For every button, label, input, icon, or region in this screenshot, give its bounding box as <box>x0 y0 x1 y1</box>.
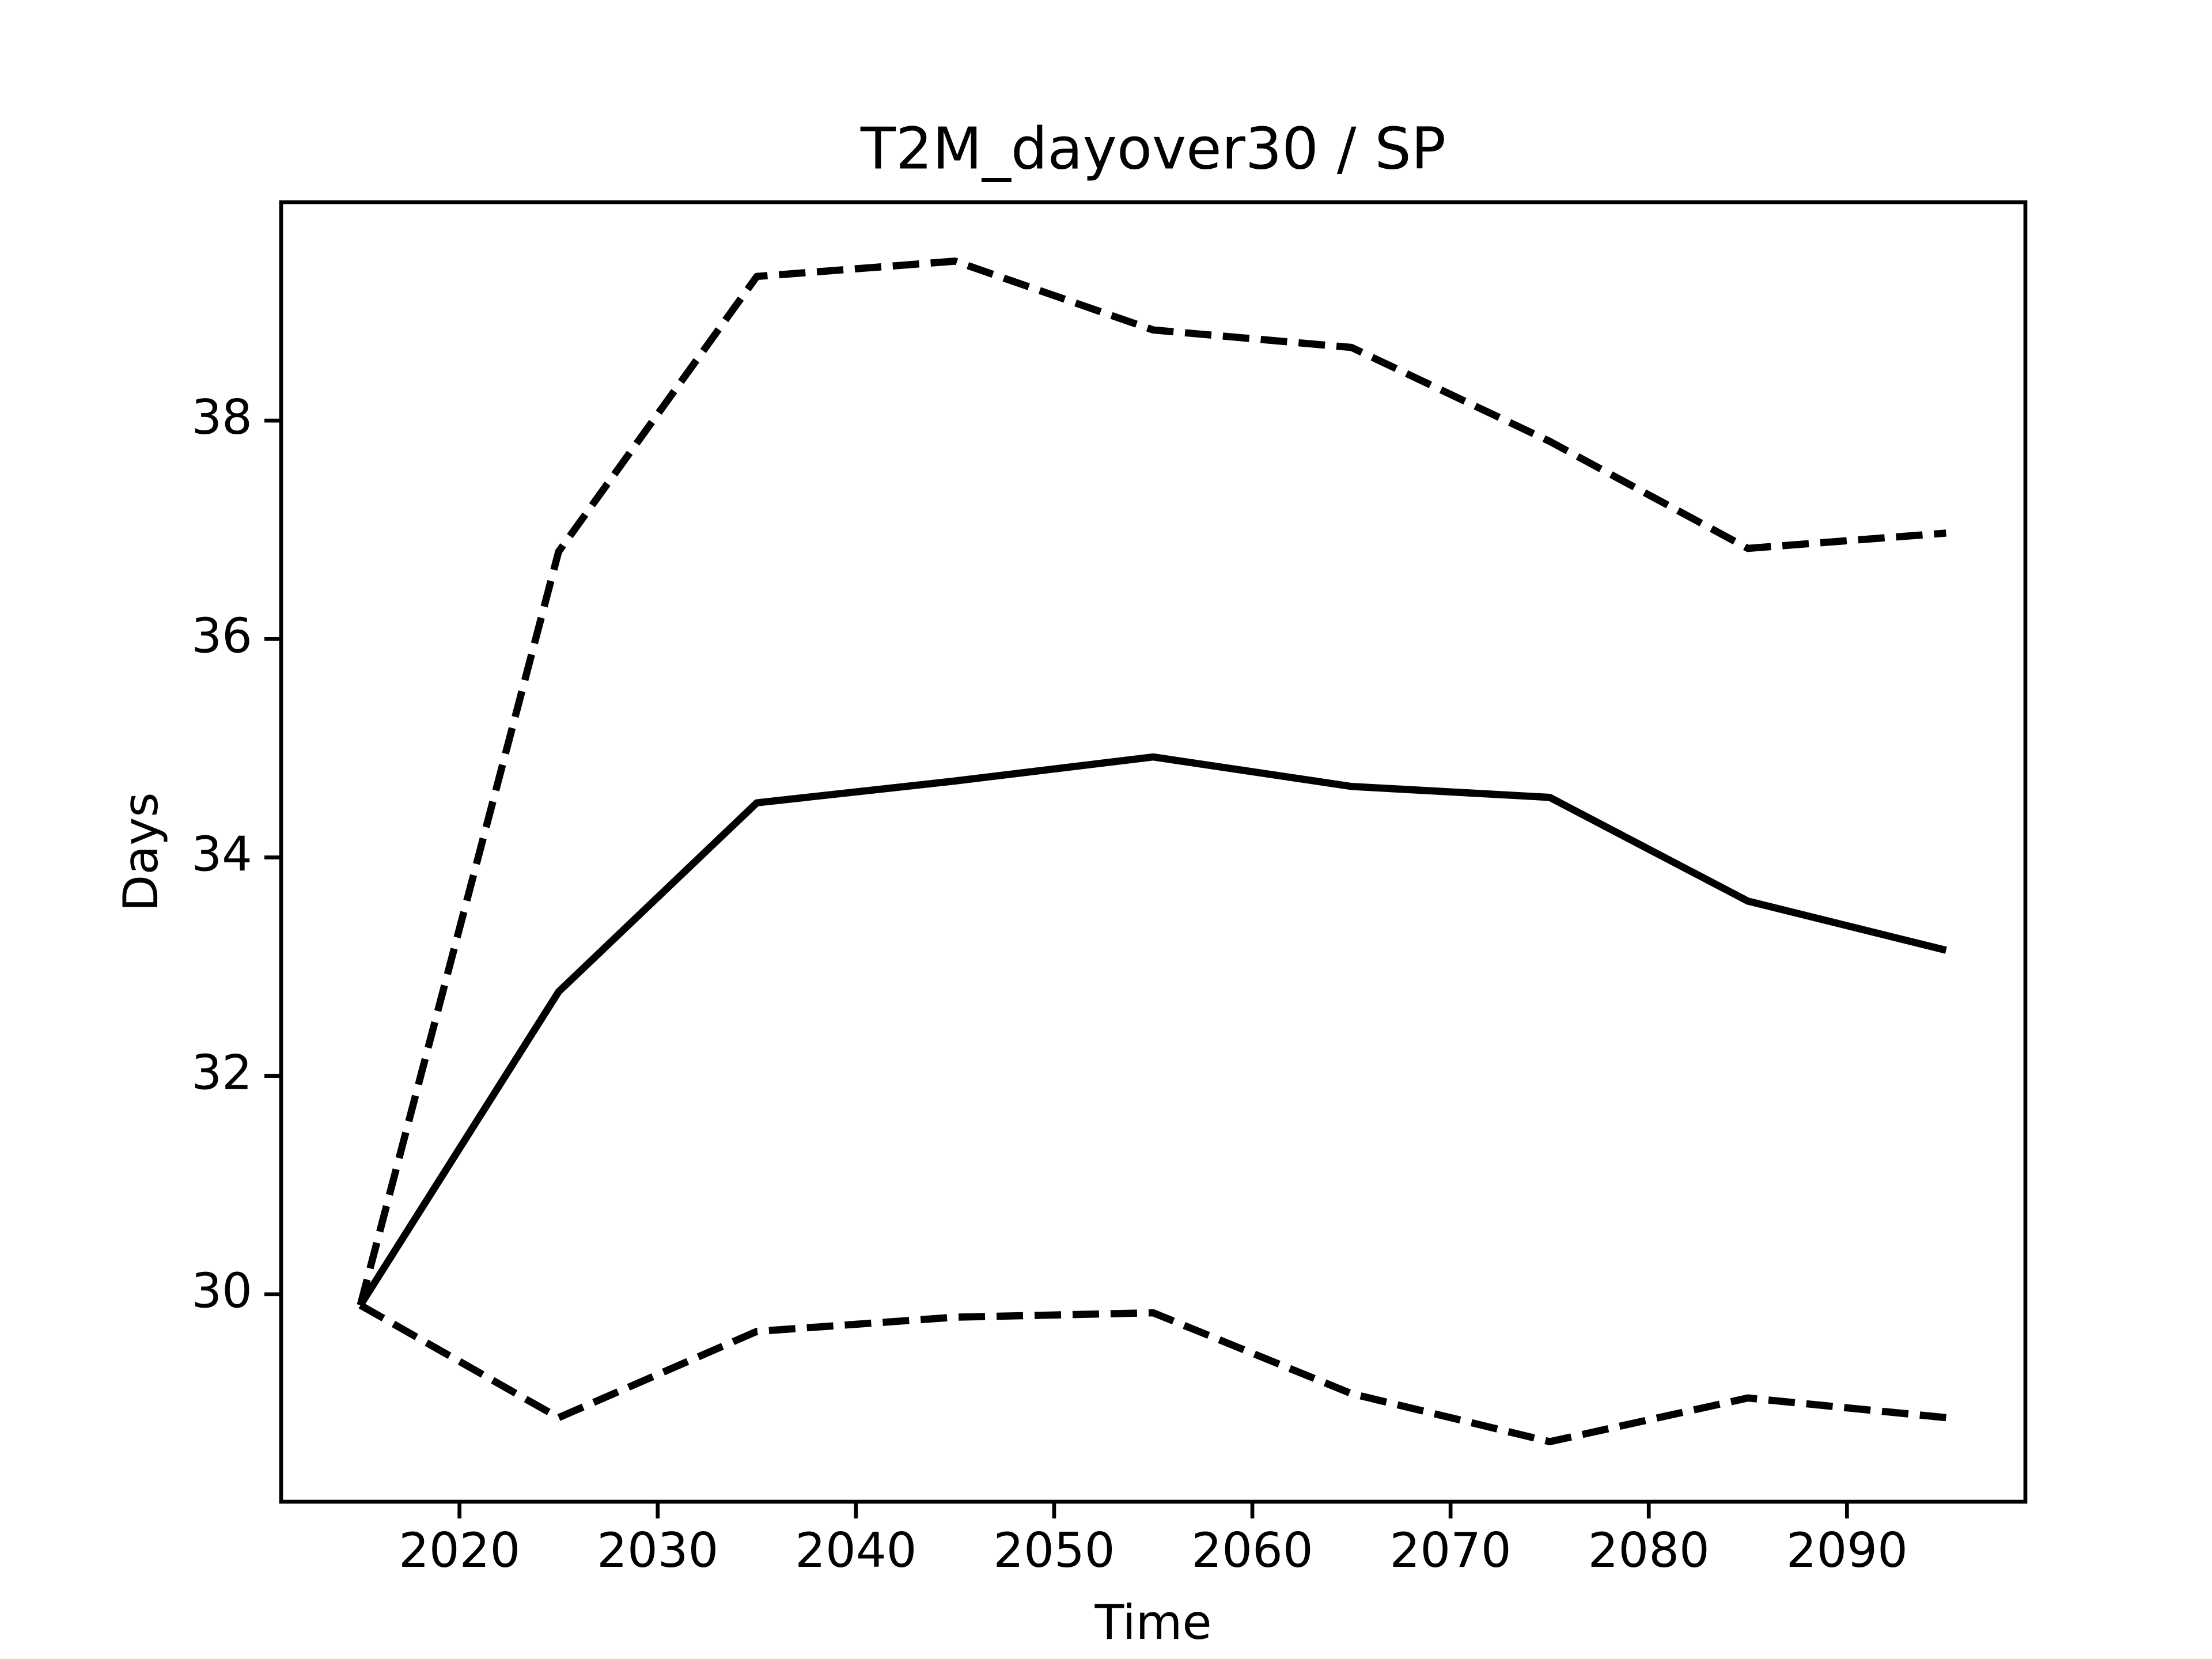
x-tick-label: 2060 <box>1191 1522 1313 1578</box>
x-tick-label: 2050 <box>993 1522 1115 1578</box>
x-axis-label: Time <box>1094 1594 1211 1650</box>
y-axis-label: Days <box>113 792 169 911</box>
y-tick-label: 38 <box>191 389 252 445</box>
chart-title: T2M_dayover30 / SP <box>860 115 1446 182</box>
y-tick-label: 30 <box>191 1263 252 1319</box>
x-tick-label: 2030 <box>597 1522 718 1578</box>
x-tick-label: 2040 <box>795 1522 916 1578</box>
y-tick-label: 36 <box>191 608 252 664</box>
x-tick-label: 2070 <box>1390 1522 1512 1578</box>
x-tick-label: 2080 <box>1588 1522 1710 1578</box>
data-line <box>357 257 1946 1306</box>
x-tick-label: 2090 <box>1786 1522 1908 1578</box>
x-tick-label: 2020 <box>399 1522 520 1578</box>
data-line <box>357 753 1947 1308</box>
data-line <box>358 1302 1946 1445</box>
plot-frame <box>279 200 2028 1504</box>
y-tick-label: 34 <box>191 826 252 882</box>
y-tick-label: 32 <box>191 1045 252 1101</box>
